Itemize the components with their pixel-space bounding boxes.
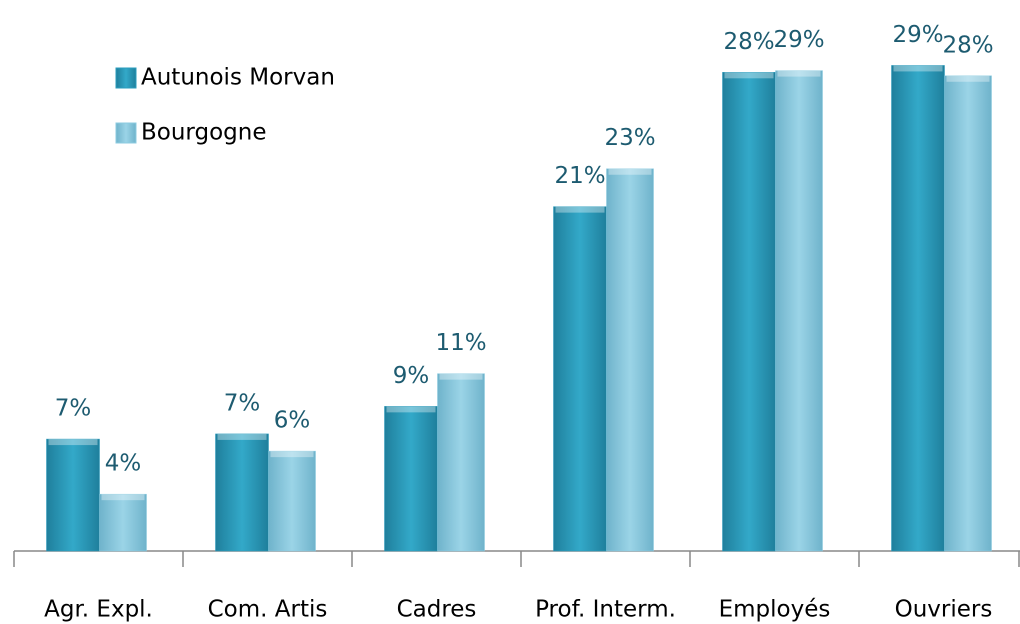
data-label: 7% xyxy=(224,390,261,416)
bar-cap xyxy=(555,206,605,213)
x-tick-label: Ouvriers xyxy=(895,597,993,623)
data-label: 29% xyxy=(892,22,943,48)
legend-label: Bourgogne xyxy=(141,120,266,146)
data-label: 28% xyxy=(723,29,774,55)
x-tick-label: Cadres xyxy=(397,597,477,623)
bar xyxy=(944,75,992,552)
bar-cap xyxy=(608,168,652,175)
legend-label: Autunois Morvan xyxy=(141,65,335,91)
data-label: 4% xyxy=(105,451,142,477)
bar xyxy=(215,433,269,552)
bar-cap xyxy=(270,451,314,458)
legend-swatch xyxy=(115,67,137,89)
bar xyxy=(99,493,147,552)
x-tick-label: Employés xyxy=(719,597,831,623)
data-label: 7% xyxy=(55,396,92,422)
data-label: 11% xyxy=(435,330,486,356)
bar-cap xyxy=(724,72,774,79)
bar-cap xyxy=(439,373,483,380)
bar xyxy=(437,373,485,552)
data-label: 29% xyxy=(773,27,824,53)
legend-swatch xyxy=(115,122,137,144)
bar-cap xyxy=(386,406,436,413)
data-label: 21% xyxy=(554,163,605,189)
data-label: 6% xyxy=(274,408,311,434)
bar xyxy=(46,438,100,552)
x-tick-label: Com. Artis xyxy=(208,597,328,623)
bar xyxy=(722,72,776,552)
bar xyxy=(891,65,945,552)
data-label: 28% xyxy=(942,32,993,58)
data-label: 23% xyxy=(604,125,655,151)
bar xyxy=(553,206,607,552)
bar-cap xyxy=(48,439,98,446)
bar xyxy=(384,406,438,552)
bar-cap xyxy=(101,494,145,501)
bar xyxy=(268,450,316,552)
bar-cap xyxy=(217,433,267,440)
bar-cap xyxy=(893,65,943,72)
bar-cap xyxy=(777,70,821,77)
x-tick-label: Agr. Expl. xyxy=(44,597,153,623)
x-tick-label: Prof. Interm. xyxy=(535,597,676,623)
bar-cap xyxy=(946,75,990,82)
bar xyxy=(606,168,654,552)
bar xyxy=(775,70,823,552)
data-label: 9% xyxy=(393,363,430,389)
